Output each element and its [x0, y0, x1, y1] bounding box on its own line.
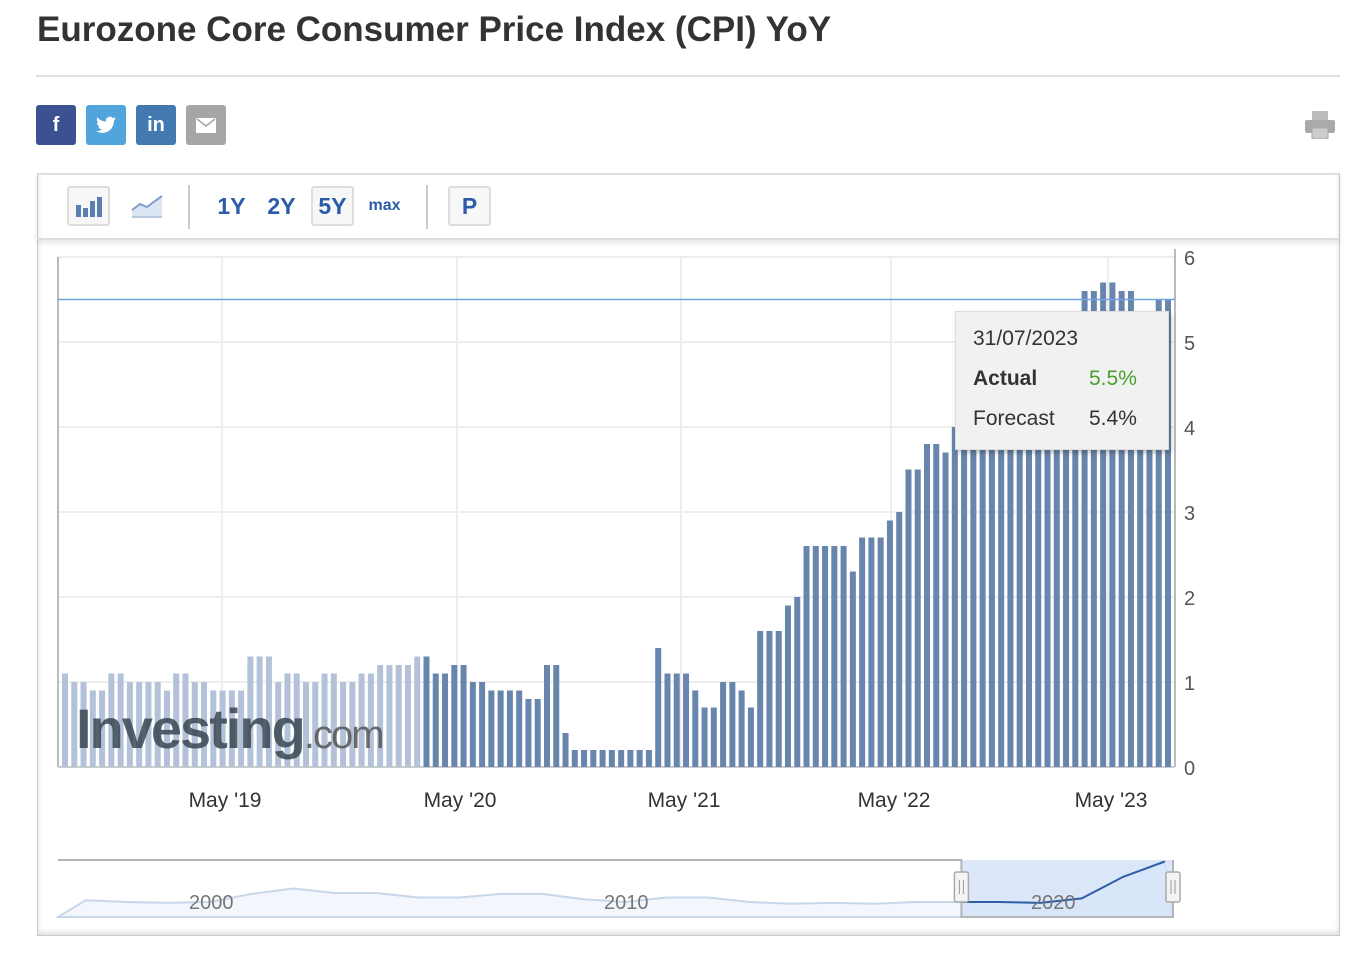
email-icon [196, 117, 216, 133]
bar-chart-button[interactable] [67, 186, 110, 226]
linkedin-share-button[interactable]: in [136, 105, 176, 145]
range-1y-button[interactable]: 1Y [217, 192, 246, 219]
chart-container [37, 173, 1340, 936]
tooltip: 31/07/2023 Actual 5.5% Forecast 5.4% [955, 311, 1169, 450]
range-max-button[interactable]: max [368, 197, 401, 214]
twitter-icon [96, 116, 116, 133]
print-icon[interactable] [1305, 111, 1335, 139]
tooltip-actual-value: 5.5% [1089, 367, 1137, 390]
divider [36, 75, 1340, 77]
facebook-icon: f [52, 113, 60, 136]
page-title: Eurozone Core Consumer Price Index (CPI)… [37, 10, 832, 49]
chart-toolbar: 1Y 2Y 5Y max P [37, 173, 1339, 240]
area-chart-icon [130, 195, 163, 218]
range-5y-button[interactable]: 5Y [311, 186, 354, 226]
linkedin-icon: in [147, 113, 165, 136]
toolbar-separator [426, 185, 428, 229]
bar-chart-icon [75, 197, 102, 217]
area-chart-button[interactable] [125, 186, 168, 226]
tooltip-forecast-value: 5.4% [1089, 407, 1137, 430]
range-2y-button[interactable]: 2Y [267, 192, 296, 219]
facebook-share-button[interactable]: f [36, 105, 76, 145]
p-button[interactable]: P [448, 186, 491, 226]
toolbar-separator [188, 185, 190, 229]
email-share-button[interactable] [186, 105, 226, 145]
twitter-share-button[interactable] [86, 105, 126, 145]
tooltip-actual-label: Actual [973, 367, 1038, 390]
tooltip-date: 31/07/2023 [973, 327, 1079, 350]
tooltip-forecast-label: Forecast [973, 407, 1055, 430]
